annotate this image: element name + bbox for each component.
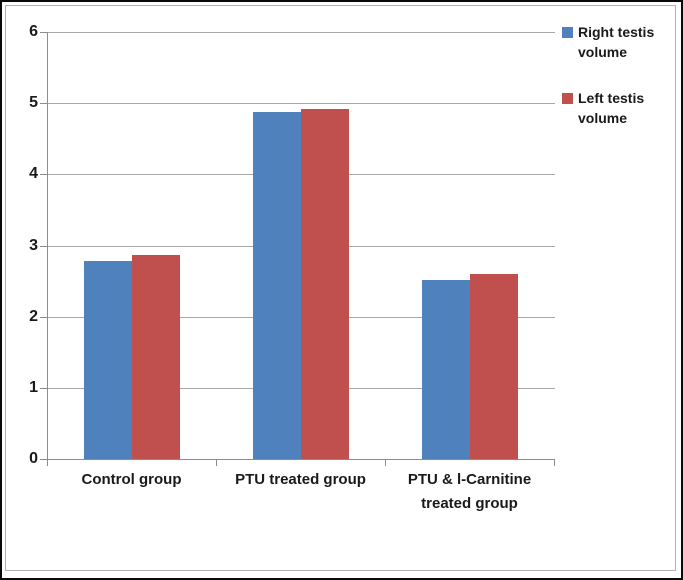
y-tick-label: 1: [29, 378, 38, 396]
y-tick-mark: [40, 103, 47, 105]
bar-group: [47, 32, 216, 459]
legend-swatch-icon: [562, 93, 573, 104]
y-tick-mark: [40, 316, 47, 318]
x-tick-mark: [385, 460, 386, 466]
bar: [252, 111, 301, 459]
bar-group: [216, 32, 385, 459]
x-tick-mark: [554, 460, 555, 466]
x-tick-mark: [216, 460, 217, 466]
y-tick-label: 5: [29, 94, 38, 112]
legend-item: Right testis volume: [562, 22, 670, 62]
x-axis-line: [47, 459, 555, 460]
legend-label: Right testis volume: [578, 24, 655, 60]
y-tick-label: 6: [29, 23, 38, 40]
legend-swatch-icon: [562, 27, 573, 38]
legend-label: Left testis volume: [578, 90, 645, 126]
y-tick-mark: [40, 459, 47, 460]
y-tick-mark: [40, 387, 47, 389]
legend-item: Left testis volume: [562, 88, 670, 128]
x-category-label: PTU & l-Carnitine treated group: [407, 471, 532, 512]
y-axis-line: [47, 32, 48, 460]
chart-object: 0 1 2 3 4 5 6 Control group PTU treated group PT…: [5, 5, 676, 571]
bar: [83, 261, 132, 459]
x-category-label: PTU treated group: [235, 471, 366, 488]
gridline: [48, 32, 555, 33]
y-tick-mark: [40, 32, 47, 33]
y-tick-mark: [40, 245, 47, 247]
plot-area: [47, 32, 554, 459]
y-tick-label: 0: [29, 450, 38, 467]
legend: Right testis volume Left testis volume: [562, 22, 670, 128]
bar-group: [385, 32, 554, 459]
y-tick-label: 4: [29, 165, 38, 183]
x-category-label: Control group: [81, 471, 182, 488]
y-tick-label: 3: [29, 236, 38, 254]
bar: [300, 108, 349, 459]
bar: [131, 255, 180, 459]
bar: [421, 279, 470, 459]
x-tick-mark: [47, 460, 48, 466]
gridline: [48, 103, 555, 105]
y-tick-mark: [40, 174, 47, 176]
bar: [469, 273, 518, 459]
y-tick-label: 2: [29, 307, 38, 325]
